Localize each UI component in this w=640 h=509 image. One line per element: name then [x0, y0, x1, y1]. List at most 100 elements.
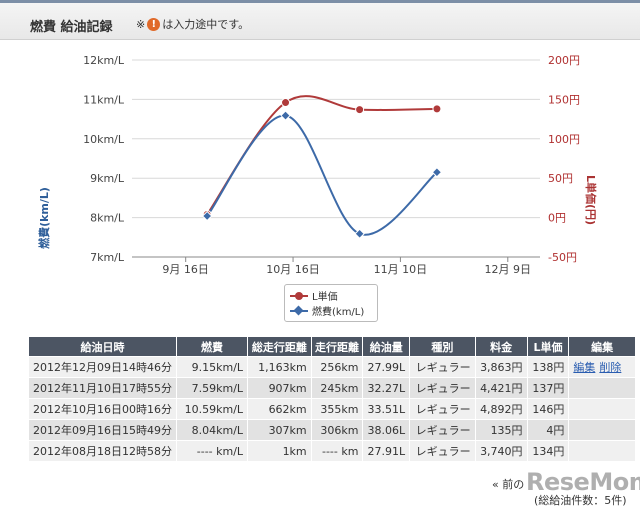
y-right-tick-label: 100円 — [548, 133, 580, 146]
table-cell: 245km — [310, 377, 364, 399]
y-left-tick-label: 8km/L — [90, 212, 125, 225]
series-line-fuel-economy — [206, 114, 438, 236]
table-cell: 4円 — [526, 419, 570, 441]
refuel-records-table: 給油日時 燃費 総走行距離 走行距離 給油量 種別 料金 L単価 編集 2012… — [28, 336, 636, 462]
legend-label-fuel-economy: 燃費(km/L) — [312, 307, 365, 318]
fuel-economy-point — [201, 210, 213, 222]
table-cell: 27.99L — [362, 356, 411, 378]
fuel-chart: 12km/L 200円 11km/L 150円 10km/L 100円 9km/L 50円 8k… — [0, 40, 640, 330]
table-cell: ---- km — [310, 440, 364, 462]
unit-price-point — [355, 105, 365, 115]
table-cell: 3,863円 — [474, 356, 528, 378]
table-cell: 9.15km/L — [175, 356, 249, 378]
table-cell: 2012年11月10日17時55分 — [28, 377, 177, 399]
y-right-tick-label: 0円 — [548, 212, 566, 225]
table-cell: 2012年08月18日12時58分 — [28, 440, 177, 462]
table-cell: 10.59km/L — [175, 398, 249, 420]
table-cell: レギュラー — [409, 356, 476, 378]
table-cell: 306km — [310, 419, 364, 441]
table-cell: 355km — [310, 398, 364, 420]
y-left-tick-label: 7km/L — [90, 251, 125, 264]
table-cell: 32.27L — [362, 377, 411, 399]
legend-swatch-red — [290, 291, 308, 301]
legend-item-fuel-economy[interactable]: 燃費(km/L) — [290, 303, 372, 318]
y-left-tick-label: 11km/L — [83, 93, 125, 106]
col-price: 料金 — [474, 336, 528, 357]
page-title: 燃費 給油記録 — [30, 20, 113, 35]
unit-price-point — [432, 104, 442, 114]
table-cell: レギュラー — [409, 398, 476, 420]
table-cell: レギュラー — [409, 440, 476, 462]
col-edit: 編集 — [568, 336, 636, 357]
table-row: 2012年09月16日15時49分 8.04km/L 307km 306km 38.06… — [28, 419, 636, 441]
note-mark: ※ — [136, 17, 146, 31]
col-unit-price: L単価 — [526, 336, 570, 357]
y-right-tick-label: 50円 — [548, 172, 573, 185]
y-right-tick-label: -50円 — [548, 251, 577, 264]
x-tick-label: 11月 10日 — [374, 263, 428, 276]
note-text: は入力途中です。 — [162, 18, 250, 31]
legend-item-unit-price[interactable]: L単価 — [290, 288, 372, 303]
edit-actions-cell — [568, 440, 636, 462]
col-total-distance: 総走行距離 — [247, 336, 312, 357]
chart-legend[interactable]: L単価 燃費(km/L) — [284, 284, 378, 322]
x-tick-label: 9月 16日 — [162, 263, 209, 276]
table-cell: 4,421円 — [474, 377, 528, 399]
table-cell: 146円 — [526, 398, 570, 420]
legend-label-unit-price: L単価 — [312, 292, 338, 303]
edit-actions-cell — [568, 377, 636, 399]
table-cell: 7.59km/L — [175, 377, 249, 399]
col-economy: 燃費 — [175, 336, 249, 357]
table-cell: 1,163km — [247, 356, 312, 378]
table-cell: 2012年09月16日15時49分 — [28, 419, 177, 441]
chart-canvas: 12km/L 200円 11km/L 150円 10km/L 100円 9km/L 50円 8k… — [83, 54, 580, 276]
table-cell: 907km — [247, 377, 312, 399]
col-type: 種別 — [409, 336, 476, 357]
table-cell: 27.91L — [362, 440, 411, 462]
fuel-economy-point — [354, 228, 365, 239]
edit-actions-cell: 編集 削除 — [568, 356, 636, 378]
edit-link[interactable]: 編集 — [573, 361, 596, 374]
y-left-tick-label: 9km/L — [90, 172, 125, 185]
edit-actions-cell — [568, 398, 636, 420]
table-cell: 8.04km/L — [175, 419, 249, 441]
unit-price-point — [281, 98, 291, 108]
table-cell: 2012年12月09日14時46分 — [28, 356, 177, 378]
table-cell: 4,892円 — [474, 398, 528, 420]
table-cell: 662km — [247, 398, 312, 420]
legend-swatch-blue — [290, 305, 308, 316]
fuel-economy-point — [280, 110, 291, 121]
table-cell: 134円 — [526, 440, 570, 462]
pagination-prev[interactable]: « 前の — [492, 478, 525, 491]
delete-link[interactable]: 削除 — [599, 361, 622, 374]
col-date: 給油日時 — [28, 336, 177, 357]
y-left-tick-label: 12km/L — [83, 54, 125, 67]
table-cell: 256km — [310, 356, 364, 378]
watermark-logo: ReseMom — [526, 468, 640, 496]
y-left-tick-label: 10km/L — [83, 133, 125, 146]
table-cell: レギュラー — [409, 377, 476, 399]
table-row: 2012年08月18日12時58分 ---- km/L 1km ---- km 27.9… — [28, 440, 636, 462]
y-axis-left-label: 燃費(km/L) — [38, 187, 51, 249]
table-cell: 307km — [247, 419, 312, 441]
table-cell: 135円 — [474, 419, 528, 441]
table-cell: 138円 — [526, 356, 570, 378]
table-header-row: 給油日時 燃費 総走行距離 走行距離 給油量 種別 料金 L単価 編集 — [28, 336, 636, 357]
incomplete-note: ※ ! は入力途中です。 — [136, 16, 249, 32]
table-cell: 33.51L — [362, 398, 411, 420]
y-right-tick-label: 200円 — [548, 54, 580, 67]
col-amount: 給油量 — [362, 336, 411, 357]
x-tick-label: 12月 9日 — [485, 263, 532, 276]
table-row: 2012年12月09日14時46分 9.15km/L 1,163km 256km 27.… — [28, 356, 636, 378]
table-cell: 1km — [247, 440, 312, 462]
series-line-unit-price — [206, 95, 437, 216]
table-row: 2012年10月16日00時16分 10.59km/L 662km 355km 33.5… — [28, 398, 636, 420]
warning-icon: ! — [147, 17, 161, 31]
page-header: 燃費 給油記録 ※ ! は入力途中です。 — [0, 0, 640, 40]
table-cell: レギュラー — [409, 419, 476, 441]
table-cell: 38.06L — [362, 419, 411, 441]
col-distance: 走行距離 — [310, 336, 364, 357]
edit-actions-cell — [568, 419, 636, 441]
y-axis-right-label: L単価(円) — [584, 174, 597, 226]
table-cell: 137円 — [526, 377, 570, 399]
